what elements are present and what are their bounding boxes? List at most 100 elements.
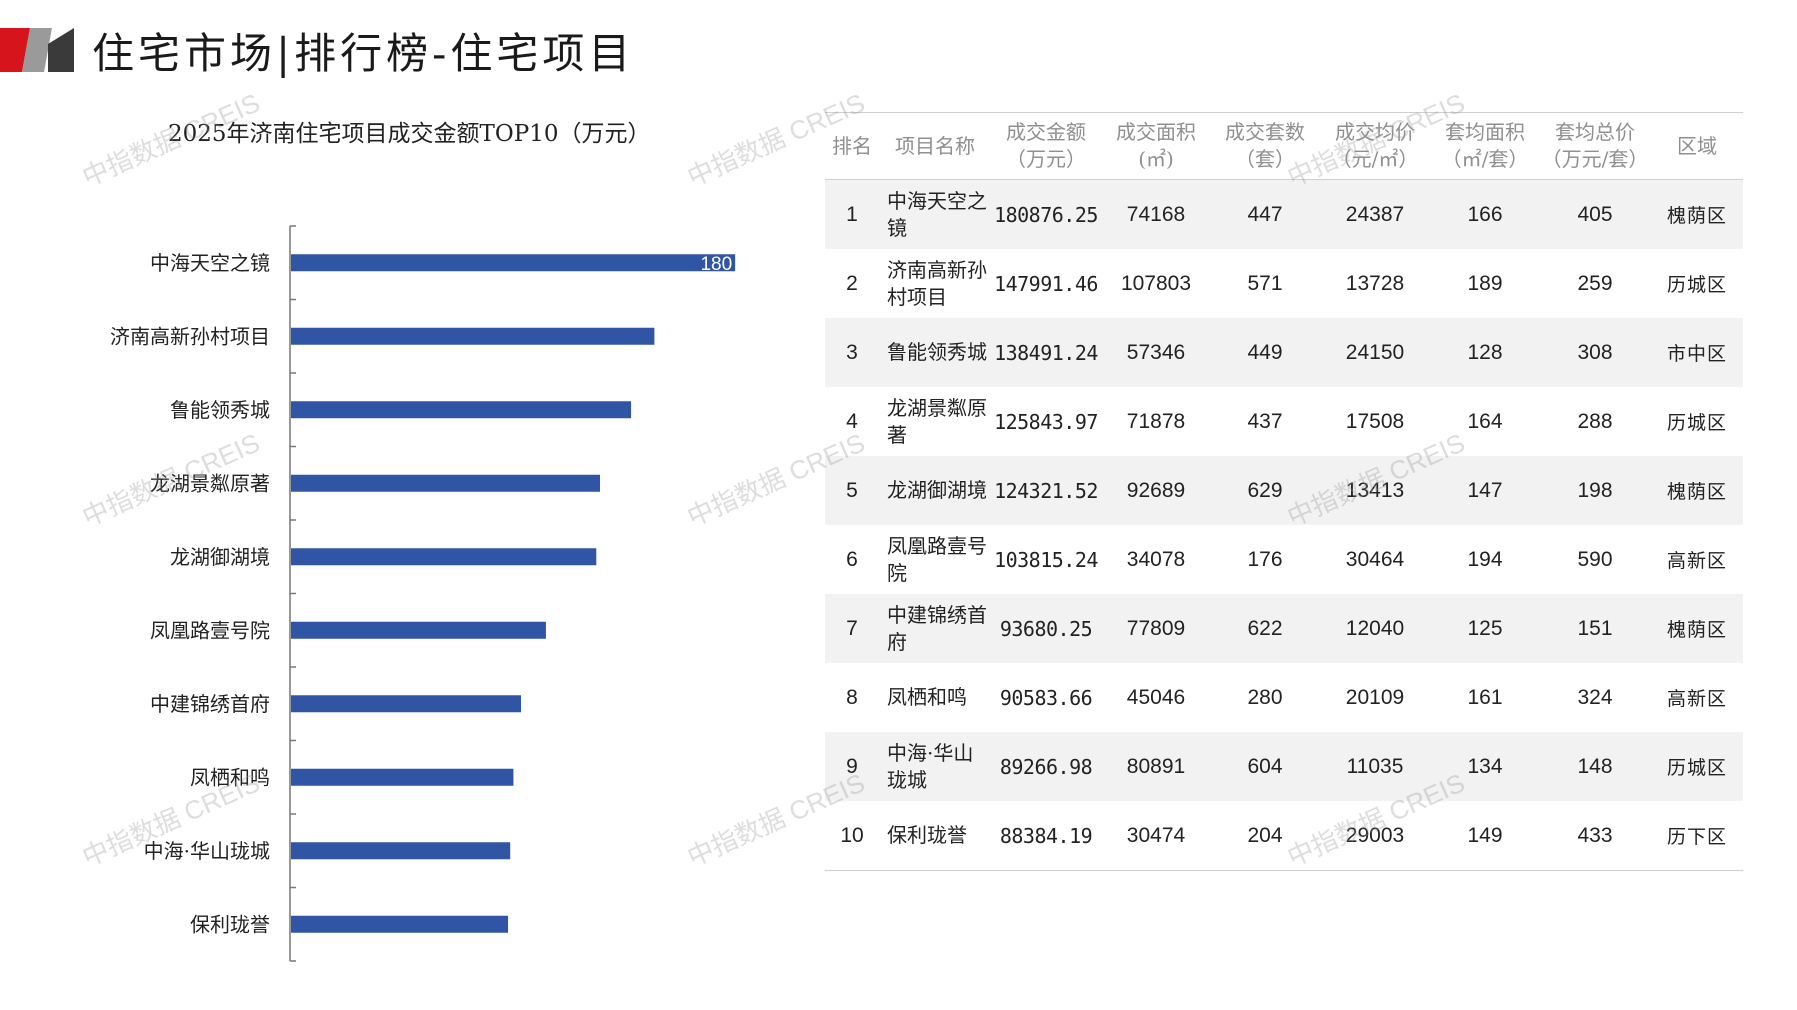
- column-header-text: 成交均价: [1335, 120, 1415, 144]
- data-label: 180: [700, 254, 732, 275]
- cell-area: 30474: [1101, 801, 1211, 871]
- ranking-table: 排名 项目名称 成交金额 （万元） 成交面积 (㎡) 成交套数 （套） 成交均价 （元/㎡） 套均面…: [825, 112, 1743, 871]
- cell-amount: 147991.46: [994, 271, 1098, 296]
- cell-rank: 5: [825, 456, 879, 525]
- cell-avg-area: 161: [1467, 685, 1503, 709]
- cell-units: 629: [1211, 456, 1319, 525]
- project-name-line: 著: [887, 422, 907, 447]
- cell-avg-area: 166: [1431, 179, 1539, 249]
- cell-rank: 4: [846, 409, 858, 433]
- cell-units: 176: [1247, 547, 1283, 571]
- bar: [291, 695, 522, 713]
- category-label: 凤凰路壹号院: [150, 618, 270, 642]
- cell-district: 历城区: [1666, 412, 1727, 434]
- cell-area: 80891: [1101, 732, 1211, 801]
- cell-district: 市中区: [1651, 318, 1743, 387]
- project-name-line: 龙湖御湖境: [887, 478, 987, 502]
- cell-amount: 124321.52: [991, 456, 1101, 525]
- cell-avg-price: 24150: [1319, 318, 1431, 387]
- cell-avg-price: 30464: [1345, 547, 1405, 571]
- cell-avg-area: 134: [1431, 732, 1539, 801]
- cell-name: 凤栖和鸣: [879, 663, 991, 732]
- cell-name: 龙湖御湖境: [879, 456, 991, 525]
- table-row: 9 中海·华山 珑城 89266.98 80891 604 11035 134 148 历城区: [825, 732, 1743, 801]
- column-header: 套均面积 （㎡/套）: [1431, 112, 1539, 180]
- column-header: 区域: [1651, 112, 1743, 180]
- column-header-text: 排名: [832, 133, 872, 158]
- cell-avg-area: 194: [1467, 547, 1503, 571]
- category-label: 龙湖御湖境: [170, 545, 270, 569]
- category-label: 中海·华山珑城: [144, 839, 270, 863]
- table-row: 3 鲁能领秀城 138491.24 57346 449 24150 128 308 市中区: [825, 318, 1743, 387]
- cell-amount: 89266.98: [991, 732, 1101, 801]
- column-header: 套均总价 （万元/套）: [1539, 112, 1651, 180]
- cell-area: 77809: [1101, 594, 1211, 663]
- project-name-line: 济南高新孙: [887, 257, 987, 282]
- cell-avg-price: 29003: [1319, 801, 1431, 871]
- cell-name: 中建锦绣首府: [879, 594, 991, 663]
- cell-name: 凤凰路壹号院: [879, 525, 991, 594]
- cell-avg-total: 590: [1577, 547, 1613, 571]
- cell-name: 中海·华山 珑城: [879, 732, 991, 801]
- cell-avg-total: 151: [1539, 594, 1651, 663]
- cell-avg-area: 149: [1431, 801, 1539, 871]
- column-header: 成交面积 (㎡): [1101, 112, 1211, 180]
- bar: [291, 915, 509, 933]
- cell-avg-total: 259: [1577, 271, 1613, 295]
- category-label: 济南高新孙村项目: [110, 324, 270, 348]
- cell-area: 57346: [1101, 318, 1211, 387]
- table-row: 8 凤栖和鸣 90583.66 45046 280 20109 161 324 高新区: [825, 663, 1743, 732]
- cell-avg-total: 433: [1539, 801, 1651, 871]
- column-header-text: 套均面积: [1445, 120, 1525, 144]
- project-name-line: 院: [887, 560, 907, 585]
- cell-amount: 103815.24: [994, 547, 1098, 572]
- project-name-line: 凤栖和鸣: [887, 685, 967, 709]
- category-label: 中海天空之镜: [150, 251, 270, 275]
- brand-logo: [0, 28, 74, 72]
- table-row: 4 龙湖景粼原著 125843.97 71878 437 17508 164 288 历城区: [825, 387, 1743, 456]
- cell-avg-total: 308: [1539, 318, 1651, 387]
- cell-name: 保利珑誉: [879, 801, 991, 871]
- column-header-text: （套）: [1235, 147, 1295, 171]
- cell-rank: 10: [825, 801, 879, 871]
- cell-area: 107803: [1120, 271, 1192, 295]
- table-row: 1 中海天空之镜 180876.25 74168 447 24387 166 405 槐荫区: [825, 179, 1743, 249]
- project-name-line: 村项目: [887, 284, 947, 309]
- column-header: 排名: [825, 112, 879, 180]
- project-name-line: 保利珑誉: [887, 823, 967, 847]
- table-row: 10 保利珑誉 88384.19 30474 204 29003 149 433 历下区: [825, 801, 1743, 871]
- cell-units: 447: [1211, 179, 1319, 249]
- project-name-line: 凤凰路壹号: [887, 533, 987, 558]
- chart-title: 2025年济南住宅项目成交金额TOP10（万元）: [168, 121, 651, 147]
- bar: [291, 254, 736, 272]
- column-header-text: 套均总价: [1555, 120, 1635, 144]
- column-header-text: 成交金额: [1006, 120, 1086, 144]
- cell-avg-total: 198: [1539, 456, 1651, 525]
- cell-avg-area: 147: [1431, 456, 1539, 525]
- column-header-text: (㎡): [1138, 147, 1174, 171]
- cell-avg-area: 164: [1467, 409, 1503, 433]
- project-name-line: 鲁能领秀城: [887, 340, 987, 364]
- cell-name: 龙湖景粼原著: [879, 387, 991, 456]
- cell-district: 高新区: [1666, 550, 1727, 572]
- cell-rank: 9: [825, 732, 879, 801]
- column-header-text: （㎡/套）: [1441, 147, 1529, 171]
- bar: [291, 768, 514, 786]
- cell-units: 622: [1211, 594, 1319, 663]
- cell-amount: 125843.97: [994, 409, 1098, 434]
- cell-amount: 93680.25: [991, 594, 1101, 663]
- cell-units: 204: [1211, 801, 1319, 871]
- cell-amount: 88384.19: [991, 801, 1101, 871]
- bar: [291, 548, 597, 566]
- cell-name: 济南高新孙 村项目: [879, 249, 991, 318]
- cell-name: 鲁能领秀城: [879, 318, 991, 387]
- cell-area: 71878: [1126, 409, 1186, 433]
- bar: [291, 621, 546, 639]
- column-header: 项目名称: [879, 112, 991, 180]
- category-label: 保利珑誉: [190, 912, 270, 936]
- cell-district: 历城区: [1651, 732, 1743, 801]
- cell-avg-price: 20109: [1345, 685, 1405, 709]
- project-name-line: 府: [887, 629, 907, 654]
- cell-area: 34078: [1126, 547, 1186, 571]
- cell-avg-total: 288: [1577, 409, 1613, 433]
